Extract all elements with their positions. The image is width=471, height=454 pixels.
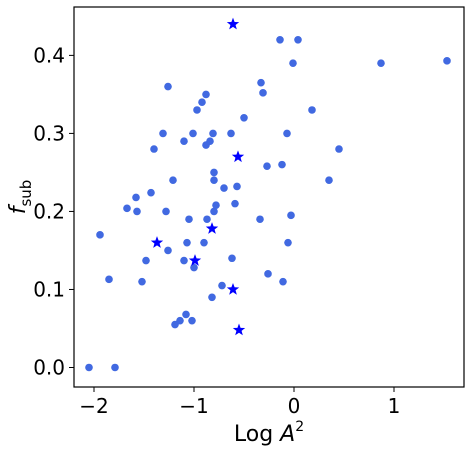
scatter-point [278, 160, 286, 169]
scatter-point [189, 129, 197, 138]
scatter-point [284, 238, 292, 247]
scatter-point [200, 238, 208, 247]
scatter-point [159, 129, 167, 138]
scatter-point [193, 106, 201, 114]
scatter-point [227, 129, 235, 138]
scatter-point [202, 90, 210, 99]
scatter-point [190, 263, 198, 272]
scatter-point [233, 182, 241, 191]
x-axis-label: Log A2 [234, 419, 304, 447]
scatter-point [138, 277, 146, 286]
x-tick-label: 0 [288, 394, 301, 418]
scatter-point [220, 184, 228, 192]
scatter-point [259, 89, 267, 97]
scatter-point [335, 145, 343, 153]
scatter-point [287, 211, 295, 220]
scatter-point [212, 201, 220, 209]
scatter-point [176, 316, 184, 325]
y-tick-label: 0.4 [33, 43, 65, 67]
scatter-point [289, 59, 297, 67]
scatter-point [206, 137, 214, 146]
scatter-point [182, 310, 190, 319]
scatter-point [105, 275, 113, 284]
scatter-point [276, 35, 284, 44]
scatter-point [198, 98, 206, 106]
y-tick-label: 0.1 [33, 277, 65, 301]
plot-frame [73, 6, 465, 388]
scatter-point [188, 316, 196, 325]
y-axis-label: fsub [6, 180, 35, 215]
scatter-point [203, 215, 211, 224]
scatter-point [257, 78, 265, 87]
scatter-point [162, 207, 170, 216]
scatter-point [180, 137, 188, 146]
x-tick-label: −2 [79, 394, 108, 418]
points-layer [85, 17, 451, 372]
star-point [226, 17, 240, 30]
scatter-point [85, 363, 93, 372]
scatter-point [180, 256, 188, 265]
star-point [231, 150, 245, 163]
scatter-point [111, 363, 119, 372]
scatter-point [123, 204, 131, 213]
scatter-point [283, 129, 291, 138]
scatter-point [210, 207, 218, 216]
scatter-point [325, 176, 333, 185]
scatter-point [443, 57, 451, 65]
scatter-point [164, 246, 172, 255]
scatter-point [208, 293, 216, 302]
y-tick-label: 0.3 [33, 121, 65, 145]
scatter-point [218, 281, 226, 290]
scatter-point [169, 176, 177, 185]
scatter-point [279, 277, 287, 286]
scatter-point [132, 193, 140, 202]
scatter-point [263, 162, 271, 170]
scatter-point [228, 254, 236, 263]
scatter-point [294, 35, 302, 44]
scatter-point [133, 207, 141, 216]
scatter-point [209, 129, 217, 138]
scatter-point [308, 106, 316, 114]
scatter-point [210, 168, 218, 177]
scatter-point [210, 176, 218, 185]
scatter-point [256, 215, 264, 224]
scatter-point [164, 82, 172, 91]
ticks-layer: −2 −1 0 1 0.0 0.1 0.2 0.3 0.4 [33, 43, 400, 418]
scatter-point [185, 215, 193, 224]
scatter-point [96, 231, 104, 239]
scatter-point [377, 59, 385, 67]
y-tick-label: 0.0 [33, 355, 65, 379]
star-point [188, 254, 202, 266]
star-point [226, 282, 240, 295]
star-point [205, 222, 219, 234]
scatter-point [231, 199, 239, 208]
x-tick-label: −1 [179, 394, 208, 418]
scatter-point [264, 270, 272, 278]
scatter-point [147, 188, 155, 197]
scatter-point [240, 114, 248, 122]
scatter-point [150, 145, 158, 153]
x-tick-label: 1 [388, 394, 401, 418]
star-point [232, 323, 246, 336]
star-point [150, 236, 164, 248]
scatter-point [142, 256, 150, 265]
scatter-point [183, 238, 191, 247]
y-tick-label: 0.2 [33, 199, 65, 223]
